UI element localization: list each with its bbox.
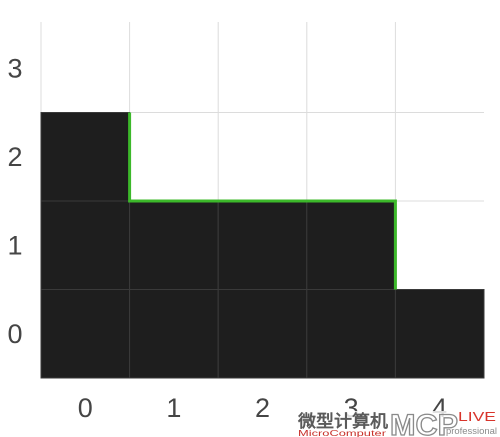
grid-cell-filled bbox=[40, 112, 131, 202]
grid-cell-empty bbox=[41, 24, 130, 113]
grid-cell-filled bbox=[306, 289, 396, 379]
grid-cell-empty bbox=[395, 112, 484, 201]
grid-cell-filled bbox=[129, 289, 219, 379]
grid-cell-filled bbox=[129, 200, 219, 290]
x-tick-label: 0 bbox=[78, 393, 93, 423]
y-tick-label: 0 bbox=[7, 319, 22, 349]
grid-cell-empty bbox=[395, 24, 484, 113]
highlight-outline bbox=[128, 112, 397, 290]
y-tick-label: 1 bbox=[7, 230, 22, 260]
grid-cell-empty bbox=[306, 24, 396, 113]
grid-cell-empty bbox=[306, 112, 396, 201]
grid-cell-filled bbox=[394, 289, 485, 379]
grid-cell-filled bbox=[40, 289, 131, 379]
watermark-english-text: MicroComputer bbox=[298, 429, 387, 437]
grid-cell-empty bbox=[218, 24, 307, 113]
grid-cell-empty bbox=[218, 112, 307, 201]
x-tick-label: 1 bbox=[166, 393, 181, 423]
watermark-tagline: professional bbox=[446, 426, 497, 436]
y-tick-label: 2 bbox=[7, 142, 22, 172]
x-tick-label: 2 bbox=[255, 393, 270, 423]
watermark: 微型计算机 MicroComputer MCP LIVE professiona… bbox=[293, 408, 500, 437]
filled-cells bbox=[40, 112, 485, 379]
grid-cell-filled bbox=[217, 200, 308, 290]
watermark-backdrop bbox=[293, 411, 500, 437]
grid-cell-empty bbox=[129, 112, 219, 201]
empty-cells bbox=[41, 24, 484, 290]
watermark-logo-sub: LIVE bbox=[458, 409, 496, 424]
grid-cell-filled bbox=[217, 289, 308, 379]
grid-cell-empty bbox=[395, 201, 484, 290]
watermark-logo: MCP bbox=[390, 409, 458, 437]
grid-cell-empty bbox=[129, 24, 219, 113]
grid-cell-filled bbox=[306, 200, 396, 290]
watermark-chinese-text: 微型计算机 bbox=[297, 411, 388, 432]
y-tick-label: 3 bbox=[7, 53, 22, 83]
grid-cell-filled bbox=[40, 200, 131, 290]
